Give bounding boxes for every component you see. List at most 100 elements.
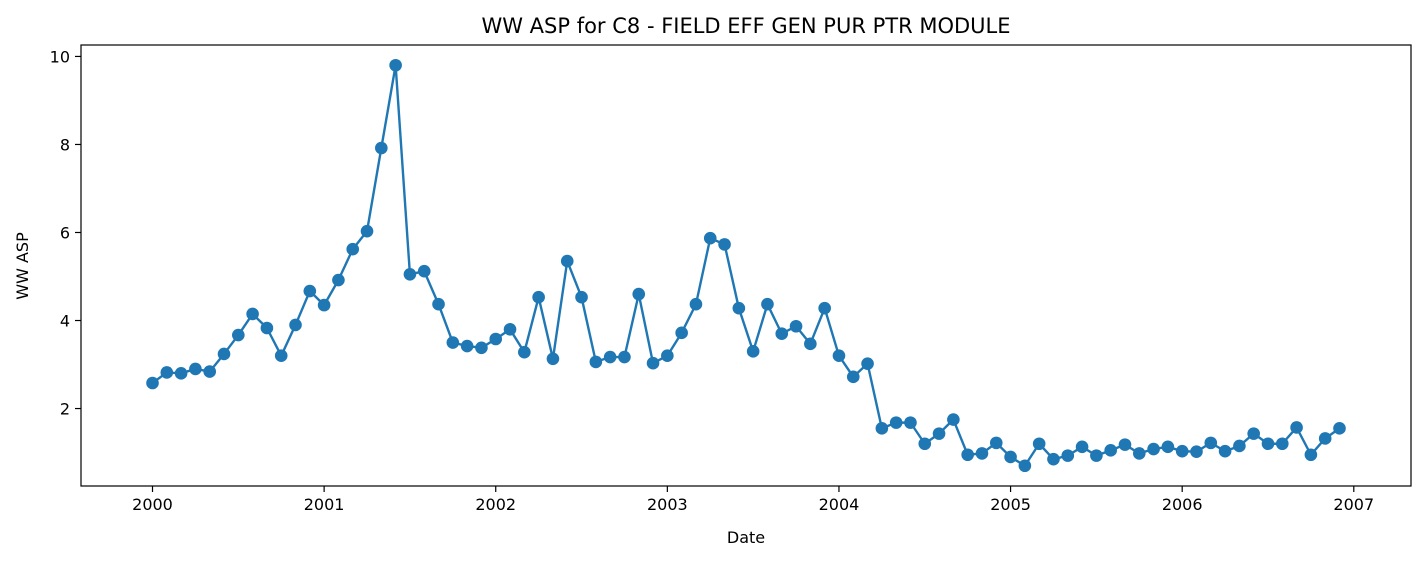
data-point — [317, 298, 331, 312]
data-point — [1075, 440, 1089, 454]
data-point — [303, 284, 317, 298]
data-point — [603, 350, 617, 364]
x-tick-label: 2002 — [475, 495, 516, 514]
data-point — [589, 355, 603, 369]
data-point — [146, 376, 159, 390]
y-axis-ticks: 2 4 6 8 10 — [50, 47, 81, 419]
data-point — [975, 447, 989, 460]
data-point — [904, 416, 917, 429]
x-tick-label: 2006 — [1162, 495, 1203, 514]
data-point — [1118, 438, 1132, 451]
data-point — [832, 349, 846, 363]
data-point — [947, 413, 960, 426]
data-point — [1147, 442, 1160, 456]
data-point — [289, 318, 302, 332]
data-point — [775, 327, 789, 341]
x-tick-label: 2004 — [819, 495, 860, 514]
series-line — [151, 64, 1341, 467]
data-point — [274, 349, 288, 363]
data-point — [618, 350, 631, 364]
data-point — [174, 367, 188, 380]
data-point — [1290, 421, 1303, 434]
data-point — [818, 301, 831, 315]
data-point — [1261, 437, 1275, 451]
data-point — [375, 141, 388, 155]
y-tick-label: 4 — [60, 312, 70, 331]
data-point — [846, 370, 860, 384]
data-point — [1247, 427, 1260, 440]
x-tick-label: 2001 — [304, 495, 345, 514]
data-point — [689, 297, 703, 311]
data-point — [546, 352, 560, 366]
plot-area — [80, 44, 1412, 487]
data-point — [1104, 444, 1117, 457]
data-point — [260, 321, 274, 335]
chart-title: WW ASP for C8 - FIELD EFF GEN PUR PTR MO… — [481, 14, 1010, 38]
data-point — [1190, 445, 1203, 458]
data-point — [246, 307, 259, 321]
data-point — [518, 345, 531, 359]
data-point — [761, 297, 774, 311]
data-point — [1047, 452, 1060, 466]
data-point — [232, 328, 245, 342]
data-point — [1204, 436, 1218, 450]
x-axis-label: Date — [727, 528, 765, 547]
data-point — [1132, 447, 1146, 460]
y-tick-label: 6 — [60, 223, 70, 242]
data-point — [460, 339, 474, 353]
data-point — [1233, 439, 1246, 453]
data-point — [332, 273, 345, 287]
data-point — [861, 357, 874, 370]
data-point — [932, 427, 946, 440]
data-point — [203, 365, 217, 378]
data-point — [389, 58, 402, 72]
axes-frame — [80, 44, 1412, 487]
data-point — [632, 287, 646, 301]
data-point — [703, 231, 717, 245]
data-point — [661, 349, 674, 363]
data-point — [1175, 444, 1189, 458]
x-tick-label: 2000 — [132, 495, 173, 514]
data-point — [1004, 450, 1017, 464]
data-point — [1090, 449, 1103, 462]
x-axis-ticks: 2000 2001 2002 2003 2004 2005 2006 2007 — [132, 486, 1374, 514]
x-tick-label: 2005 — [990, 495, 1031, 514]
y-tick-label: 8 — [60, 135, 70, 154]
data-point — [160, 366, 174, 379]
data-point — [1304, 448, 1318, 462]
data-point — [1061, 449, 1075, 462]
data-point — [732, 301, 746, 315]
data-point — [1318, 432, 1332, 445]
x-tick-label: 2007 — [1333, 495, 1374, 514]
data-point — [532, 290, 545, 304]
data-point — [1032, 437, 1046, 451]
data-point — [489, 332, 503, 346]
data-point — [575, 290, 588, 304]
data-point — [1333, 422, 1346, 435]
data-point — [918, 437, 932, 451]
data-point — [989, 436, 1003, 450]
data-point — [1018, 459, 1032, 473]
data-point — [646, 356, 660, 370]
data-point — [961, 448, 974, 462]
x-tick-label: 2003 — [647, 495, 688, 514]
data-point — [804, 337, 817, 351]
data-point — [360, 224, 374, 238]
data-point — [417, 264, 431, 278]
data-point — [432, 297, 445, 311]
data-point — [446, 336, 460, 349]
data-point — [718, 238, 731, 251]
data-point — [475, 341, 488, 355]
data-point — [875, 422, 889, 435]
data-point — [789, 319, 803, 333]
y-tick-label: 2 — [60, 400, 70, 419]
data-point — [189, 362, 202, 376]
y-tick-label: 10 — [50, 47, 70, 66]
data-point — [1275, 437, 1289, 451]
data-point — [746, 345, 760, 358]
data-point — [217, 347, 231, 361]
y-axis-label: WW ASP — [13, 232, 32, 300]
data-point — [675, 326, 688, 340]
